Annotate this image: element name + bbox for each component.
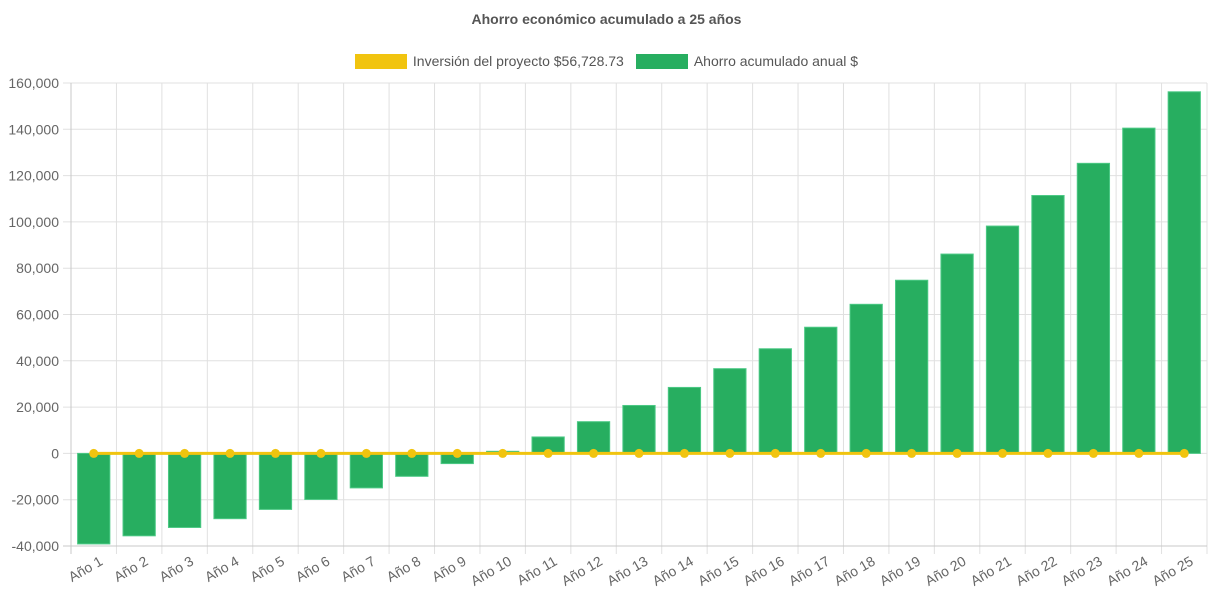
bar-23 — [1076, 162, 1111, 454]
legend-item-investment[interactable]: Inversión del proyecto $56,728.73 — [354, 53, 624, 69]
x-tick-label: Año 23 — [1058, 553, 1105, 589]
y-tick-label: 40,000 — [16, 353, 59, 369]
investment-point-17 — [816, 448, 826, 458]
chart-title: Ahorro económico acumulado a 25 años — [471, 11, 742, 27]
x-tick-label: Año 24 — [1104, 553, 1151, 589]
bar-19 — [895, 279, 929, 454]
bar-14 — [667, 386, 702, 454]
y-tick-label: 100,000 — [8, 214, 59, 230]
bar-25 — [1167, 91, 1201, 454]
investment-point-7 — [361, 448, 371, 458]
investment-point-14 — [679, 448, 689, 458]
bar-17 — [804, 326, 838, 454]
legend-item-savings[interactable]: Ahorro acumulado anual $ — [635, 53, 859, 69]
x-tick-label: Año 4 — [202, 553, 242, 585]
investment-point-20 — [952, 448, 962, 458]
investment-point-13 — [634, 448, 644, 458]
investment-point-1 — [89, 448, 99, 458]
investment-point-25 — [1179, 448, 1189, 458]
bar-20 — [940, 253, 974, 454]
x-tick-label: Año 2 — [111, 553, 151, 585]
bar-12 — [576, 421, 611, 454]
investment-point-3 — [180, 448, 190, 458]
y-tick-label: 0 — [51, 445, 59, 461]
investment-point-16 — [770, 448, 780, 458]
y-tick-label: 120,000 — [8, 168, 59, 184]
legend-label-investment: Inversión del proyecto $56,728.73 — [412, 53, 624, 69]
investment-point-23 — [1088, 448, 1098, 458]
bar-4 — [213, 452, 247, 520]
x-tick-label: Año 13 — [604, 553, 651, 589]
bar-3 — [167, 452, 202, 528]
x-tick-label: Año 1 — [66, 553, 106, 585]
bar-13 — [622, 404, 656, 454]
y-tick-label: 20,000 — [16, 399, 59, 415]
x-tick-label: Año 8 — [384, 553, 424, 585]
legend-swatch-investment — [354, 53, 407, 69]
investment-point-15 — [725, 448, 735, 458]
bar-16 — [758, 348, 792, 454]
y-tick-label: 60,000 — [16, 307, 59, 323]
investment-point-5 — [270, 448, 280, 458]
bar-22 — [1031, 195, 1065, 454]
bar-2 — [122, 452, 156, 537]
x-tick-label: Año 21 — [968, 553, 1015, 589]
x-tick-label: Año 14 — [650, 553, 697, 589]
x-tick-label: Año 15 — [695, 553, 742, 589]
bar-15 — [713, 368, 747, 454]
x-tick-label: Año 5 — [247, 553, 287, 585]
investment-point-8 — [407, 448, 417, 458]
investment-point-18 — [861, 448, 871, 458]
x-tick-label: Año 25 — [1149, 553, 1196, 589]
y-tick-label: 80,000 — [16, 260, 59, 276]
x-tick-label: Año 12 — [559, 553, 606, 589]
investment-point-21 — [998, 448, 1008, 458]
x-tick-label: Año 6 — [293, 553, 333, 585]
x-tick-label: Año 10 — [468, 553, 515, 589]
x-tick-label: Año 17 — [786, 553, 833, 589]
bar-5 — [258, 452, 293, 510]
y-tick-label: -40,000 — [12, 538, 60, 554]
x-tick-label: Año 19 — [877, 553, 924, 589]
x-tick-label: Año 22 — [1013, 553, 1060, 589]
investment-point-2 — [134, 448, 144, 458]
investment-point-19 — [907, 448, 917, 458]
y-tick-label: 140,000 — [8, 121, 59, 137]
bar-7 — [349, 452, 383, 489]
investment-point-22 — [1043, 448, 1053, 458]
x-tick-label: Año 11 — [514, 553, 560, 589]
x-tick-label: Año 9 — [429, 553, 469, 585]
bar-6 — [304, 452, 338, 500]
investment-point-11 — [543, 448, 553, 458]
x-tick-label: Año 20 — [922, 553, 969, 589]
investment-point-10 — [498, 448, 508, 458]
investment-point-6 — [316, 448, 326, 458]
legend-swatch-savings — [635, 53, 688, 69]
legend: Inversión del proyecto $56,728.73 Ahorro… — [0, 53, 1213, 69]
legend-label-savings: Ahorro acumulado anual $ — [693, 53, 859, 69]
x-tick-label: Año 7 — [338, 553, 378, 585]
x-tick-label: Año 16 — [740, 553, 787, 589]
x-tick-label: Año 3 — [156, 553, 196, 585]
bar-24 — [1122, 127, 1156, 454]
bar-1 — [77, 452, 111, 545]
bar-21 — [985, 225, 1020, 454]
x-tick-label: Año 18 — [831, 553, 878, 589]
y-tick-label: 160,000 — [8, 75, 59, 91]
investment-point-12 — [589, 448, 599, 458]
investment-point-4 — [225, 448, 235, 458]
y-tick-label: -20,000 — [12, 492, 60, 508]
investment-point-9 — [452, 448, 462, 458]
investment-point-24 — [1134, 448, 1144, 458]
bar-18 — [849, 303, 883, 454]
